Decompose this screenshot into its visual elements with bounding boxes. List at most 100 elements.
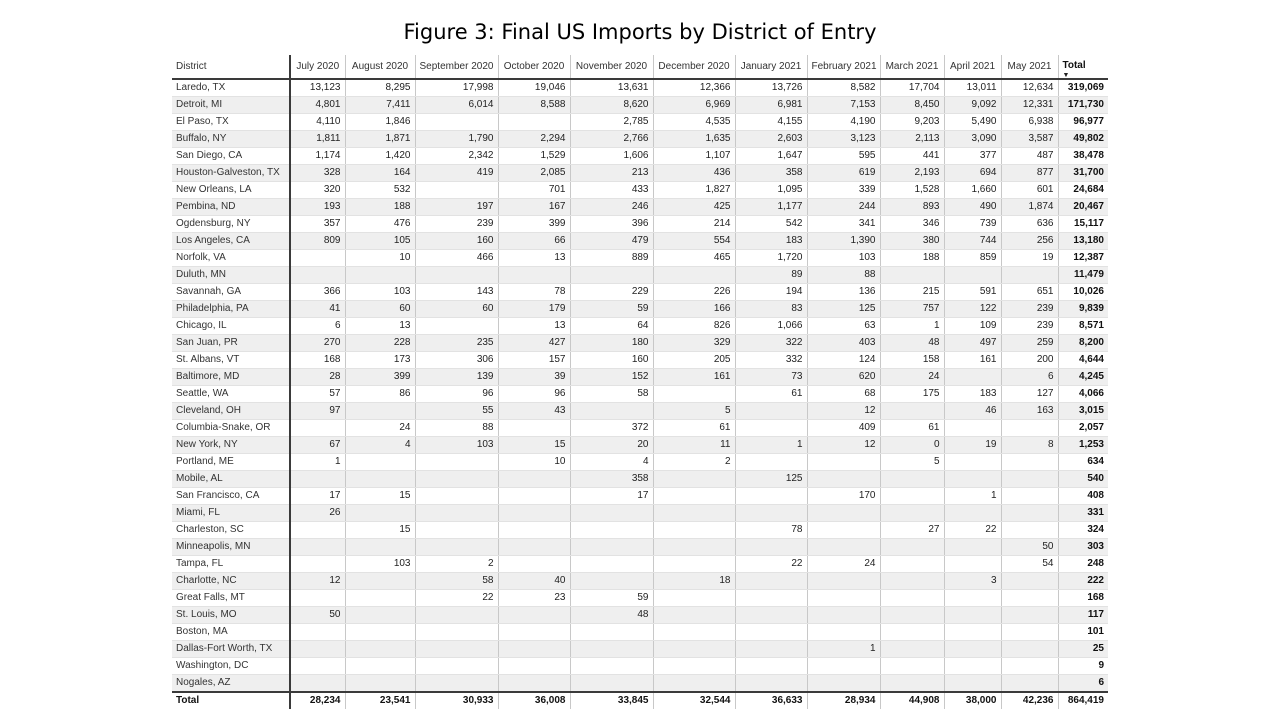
district-cell: San Juan, PR: [172, 334, 291, 352]
value-cell: 67: [290, 436, 346, 454]
district-cell: Minneapolis, MN: [172, 538, 291, 556]
column-header-district[interactable]: District: [172, 55, 291, 80]
value-cell: [735, 402, 808, 420]
table-row: San Juan, PR 270 228 235 427 180 329 322 403 48 49…: [172, 334, 1108, 352]
total-cell: 15,117: [1058, 215, 1108, 233]
value-cell: 179: [498, 300, 571, 318]
value-cell: 1: [944, 487, 1002, 505]
column-header[interactable]: December 2020: [653, 55, 736, 80]
value-cell: [345, 504, 416, 522]
value-cell: 636: [1001, 215, 1059, 233]
table-row: San Francisco, CA 17 15 17 170 1 408: [172, 487, 1108, 505]
value-cell: 601: [1001, 181, 1059, 199]
total-cell: 540: [1058, 470, 1108, 488]
value-cell: [570, 623, 654, 641]
value-cell: [1001, 623, 1059, 641]
value-cell: 61: [880, 419, 945, 437]
column-header[interactable]: May 2021: [1001, 55, 1059, 80]
value-cell: 188: [880, 249, 945, 267]
value-cell: [345, 589, 416, 607]
value-cell: 161: [653, 368, 736, 386]
table-row: Chicago, IL 6 13 13 64 826 1,066 63 1 109 239 8,571: [172, 317, 1108, 335]
table-row: Nogales, AZ 6: [172, 674, 1108, 693]
value-cell: 487: [1001, 147, 1059, 165]
column-header[interactable]: September 2020: [415, 55, 499, 80]
value-cell: 9,092: [944, 96, 1002, 114]
column-header[interactable]: November 2020: [570, 55, 654, 80]
table-row: Minneapolis, MN 50 303: [172, 538, 1108, 556]
total-cell: 8,571: [1058, 317, 1108, 335]
value-cell: 2,603: [735, 130, 808, 148]
value-cell: 50: [1001, 538, 1059, 556]
value-cell: 859: [944, 249, 1002, 267]
column-header[interactable]: January 2021: [735, 55, 808, 80]
value-cell: [415, 266, 499, 284]
column-header-total[interactable]: Total ▼: [1058, 55, 1108, 80]
column-header[interactable]: August 2020: [345, 55, 416, 80]
value-cell: [807, 453, 881, 471]
value-cell: [498, 623, 571, 641]
column-header[interactable]: April 2021: [944, 55, 1002, 80]
value-cell: [290, 555, 346, 573]
table-row: Great Falls, MT 22 23 59 168: [172, 589, 1108, 607]
value-cell: 48: [570, 606, 654, 624]
column-header[interactable]: February 2021: [807, 55, 881, 80]
value-cell: 152: [570, 368, 654, 386]
value-cell: 9,203: [880, 113, 945, 131]
value-cell: [570, 266, 654, 284]
value-cell: [345, 606, 416, 624]
value-cell: 68: [807, 385, 881, 403]
district-cell: Great Falls, MT: [172, 589, 291, 607]
table-row: Portland, ME 1 10 4 2 5 634: [172, 453, 1108, 471]
value-cell: [1001, 674, 1059, 693]
value-cell: 341: [807, 215, 881, 233]
value-cell: 332: [735, 351, 808, 369]
value-cell: [498, 113, 571, 131]
value-cell: 7,153: [807, 96, 881, 114]
table-row: Buffalo, NY 1,811 1,871 1,790 2,294 2,766 1,63…: [172, 130, 1108, 148]
sort-descending-icon[interactable]: ▼: [1062, 72, 1070, 79]
value-cell: 694: [944, 164, 1002, 182]
value-cell: 39: [498, 368, 571, 386]
table-row: Seattle, WA 57 86 96 96 58 61 68 175 183 127 4,066: [172, 385, 1108, 403]
value-cell: [415, 538, 499, 556]
value-cell: 651: [1001, 283, 1059, 301]
value-cell: 17,704: [880, 79, 945, 97]
value-cell: 2,085: [498, 164, 571, 182]
total-cell: 171,730: [1058, 96, 1108, 114]
value-cell: 96: [498, 385, 571, 403]
value-cell: [498, 538, 571, 556]
value-cell: [735, 453, 808, 471]
value-cell: [735, 640, 808, 658]
value-cell: 8,582: [807, 79, 881, 97]
value-cell: 256: [1001, 232, 1059, 250]
value-cell: 1,107: [653, 147, 736, 165]
district-cell: Chicago, IL: [172, 317, 291, 335]
value-cell: [653, 606, 736, 624]
value-cell: 757: [880, 300, 945, 318]
value-cell: 1,790: [415, 130, 499, 148]
table-row: Dallas-Fort Worth, TX 1 25: [172, 640, 1108, 658]
total-cell: 222: [1058, 572, 1108, 590]
total-cell: 10,026: [1058, 283, 1108, 301]
value-cell: [498, 606, 571, 624]
value-cell: [345, 674, 416, 693]
table-row: Philadelphia, PA 41 60 60 179 59 166 83 125 757 12…: [172, 300, 1108, 318]
total-cell: 12,387: [1058, 249, 1108, 267]
total-cell: 11,479: [1058, 266, 1108, 284]
district-cell: San Diego, CA: [172, 147, 291, 165]
total-cell: 3,015: [1058, 402, 1108, 420]
total-cell: 2,057: [1058, 419, 1108, 437]
column-total-cell: 28,934: [807, 691, 881, 709]
value-cell: 1,811: [290, 130, 346, 148]
value-cell: [290, 657, 346, 675]
table-row: Cleveland, OH 97 55 43 5 12 46 163 3,015: [172, 402, 1108, 420]
value-cell: [807, 572, 881, 590]
column-header[interactable]: October 2020: [498, 55, 571, 80]
column-header[interactable]: July 2020: [290, 55, 346, 80]
column-header[interactable]: March 2021: [880, 55, 945, 80]
value-cell: [290, 470, 346, 488]
value-cell: 160: [570, 351, 654, 369]
district-cell: El Paso, TX: [172, 113, 291, 131]
value-cell: [570, 402, 654, 420]
